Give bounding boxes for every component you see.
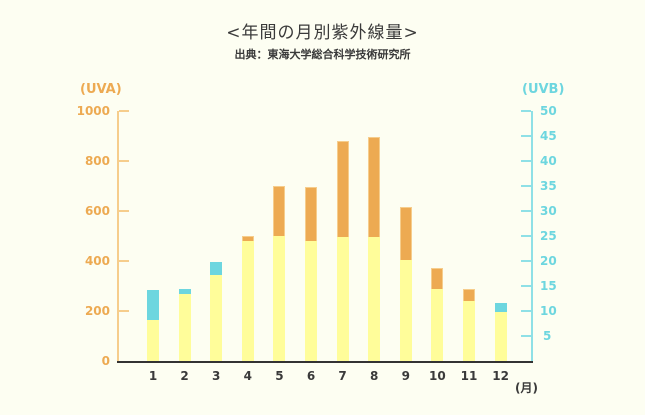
right-tick-label: 5 [543, 329, 552, 343]
bar-overlap-month-11 [463, 301, 475, 361]
bar-excess-month-2 [178, 289, 191, 294]
x-tick-label: 11 [460, 369, 478, 383]
right-tick [521, 110, 531, 112]
x-tick-label: 5 [275, 369, 284, 383]
right-tick [521, 335, 531, 337]
bar-excess-month-4 [241, 236, 254, 241]
right-tick [521, 160, 531, 162]
left-axis-title: (UVA) [80, 82, 122, 97]
right-tick-label: 40 [540, 154, 557, 168]
bar-excess-month-12 [494, 303, 507, 312]
left-tick [119, 160, 129, 162]
right-tick-label: 45 [540, 129, 557, 143]
bar-overlap-month-6 [305, 241, 317, 361]
x-tick-label: 7 [338, 369, 347, 383]
bar-excess-month-5 [273, 186, 286, 236]
left-tick [119, 110, 129, 112]
x-tick-label: 6 [306, 369, 316, 383]
bar-overlap-month-4 [241, 241, 254, 361]
right-tick-label: 10 [540, 304, 557, 318]
x-tick-label: 9 [401, 369, 410, 383]
left-tick-label: 200 [84, 304, 110, 318]
bar-excess-month-11 [463, 289, 475, 301]
left-tick-label: 400 [84, 254, 110, 268]
bar-excess-month-7 [336, 141, 349, 237]
bar-overlap-month-1 [147, 319, 159, 361]
bar-excess-month-6 [305, 187, 317, 241]
right-tick-label: 25 [540, 229, 557, 243]
right-tick-label: 35 [540, 179, 557, 193]
bar-overlap-month-10 [431, 289, 444, 361]
left-tick [119, 210, 129, 212]
left-axis-line [117, 111, 119, 361]
right-tick-label: 20 [540, 254, 557, 268]
bar-overlap-month-12 [494, 312, 507, 361]
bar-excess-month-8 [368, 137, 381, 237]
left-tick [119, 310, 129, 312]
left-tick-label: 600 [84, 204, 110, 218]
right-tick [521, 310, 531, 312]
bar-excess-month-9 [399, 207, 412, 260]
right-tick [521, 235, 531, 237]
bar-excess-month-10 [431, 268, 444, 289]
left-tick-label: 800 [84, 154, 110, 168]
bar-excess-month-3 [210, 262, 223, 275]
x-tick-label: 4 [243, 369, 252, 383]
x-axis-unit: (月) [515, 381, 538, 395]
right-tick-label: 30 [540, 204, 557, 218]
x-tick-label: 12 [492, 369, 509, 383]
right-tick [521, 185, 531, 187]
x-tick-label: 10 [429, 369, 446, 383]
x-tick-label: 2 [180, 369, 189, 383]
bar-overlap-month-8 [368, 237, 381, 361]
bar-overlap-month-9 [399, 260, 412, 361]
right-tick [521, 210, 531, 212]
right-axis-title: (UVB) [522, 82, 565, 97]
bar-overlap-month-5 [273, 236, 286, 361]
left-tick [119, 260, 129, 262]
x-axis-baseline [117, 361, 533, 363]
chart-title: <年間の月別紫外線量> [226, 23, 419, 43]
right-axis-line [531, 111, 533, 361]
right-tick [521, 135, 531, 137]
x-tick-label: 1 [148, 369, 158, 383]
x-tick-label: 8 [370, 369, 379, 383]
x-tick-label: 3 [212, 369, 221, 383]
bar-overlap-month-2 [178, 294, 191, 361]
chart-source: 出典：東海大学総合科学技術研究所 [234, 48, 411, 61]
left-tick-label: 0 [101, 354, 110, 368]
left-tick-label: 1000 [76, 104, 110, 118]
right-tick-label: 15 [540, 279, 557, 293]
right-tick [521, 285, 531, 287]
bar-overlap-month-3 [210, 275, 223, 361]
right-tick [521, 260, 531, 262]
right-tick-label: 50 [540, 104, 557, 118]
bar-excess-month-1 [147, 290, 159, 320]
bar-overlap-month-7 [336, 237, 349, 361]
